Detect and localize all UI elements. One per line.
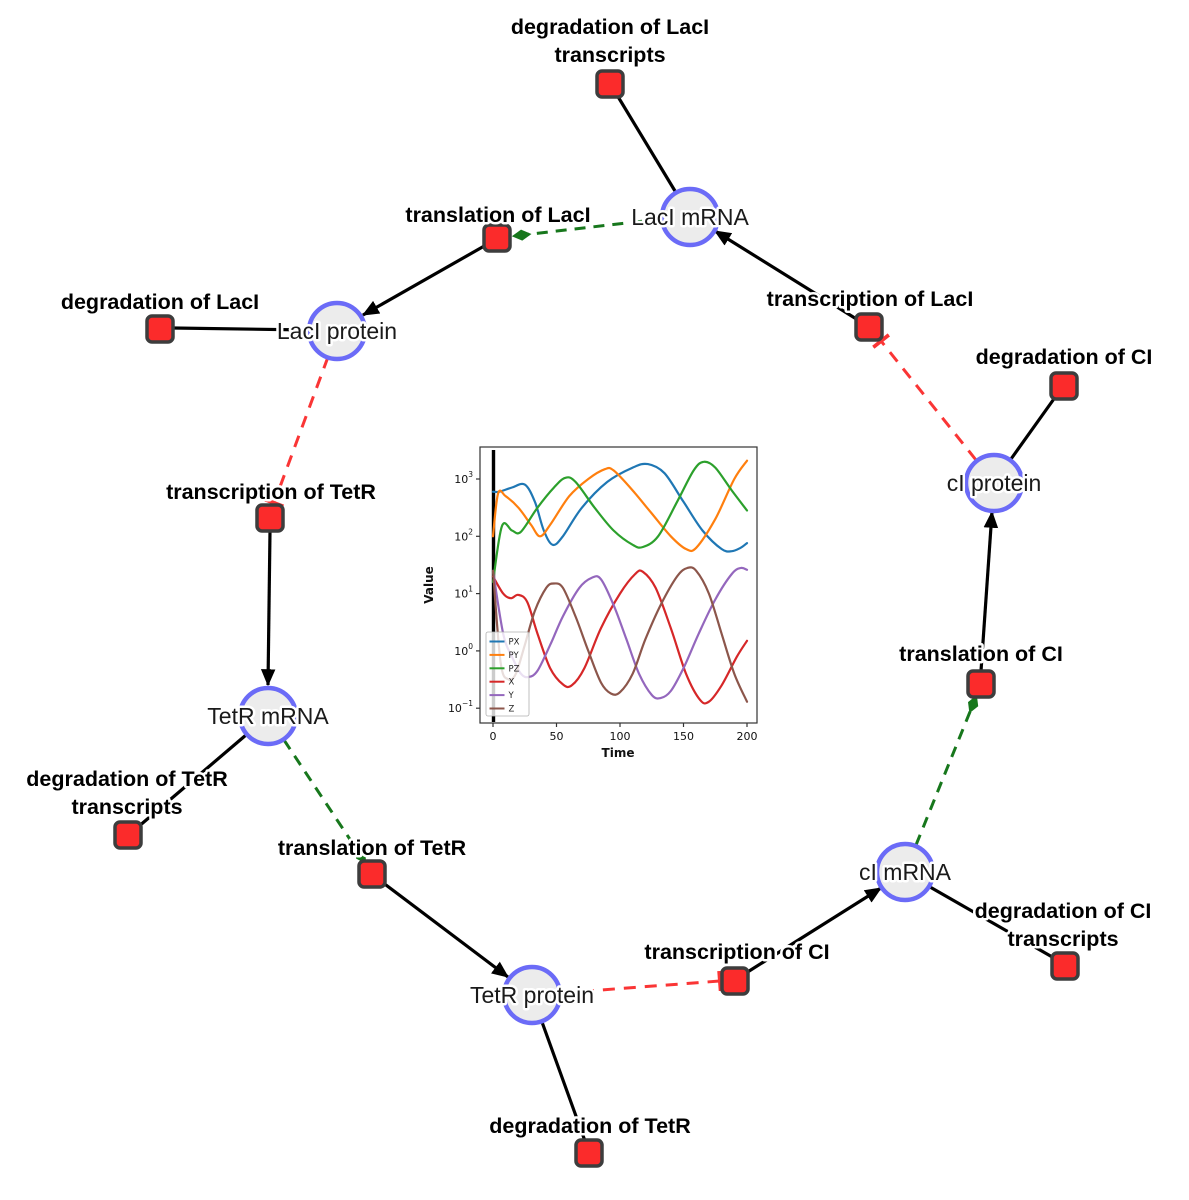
edges-layer [136, 94, 1058, 1142]
x-tick-label: 150 [673, 730, 694, 743]
legend-label-px: PX [509, 638, 520, 648]
series-x [491, 569, 749, 705]
x-tick-label: 200 [737, 730, 758, 743]
chart-ticks: 0 50 100 150 200 10−1 100 101 102 103 [448, 470, 758, 743]
reaction-node-transcription-ci[interactable] [720, 966, 750, 996]
edge-tetr-protein--deg-tetr [540, 1021, 587, 1142]
reaction-label-translation-ci: translation of CI [899, 642, 1063, 666]
reaction-node-transcription-laci[interactable] [854, 312, 884, 342]
edge-ci-mrna--translation-ci [914, 694, 979, 846]
series-pz [491, 460, 749, 583]
species-label-tetr-mrna: TetR mRNA [207, 703, 329, 729]
reaction-label-translation-tetr: translation of TetR [278, 836, 467, 860]
legend-label-y: Y [508, 691, 515, 701]
edge-transcription-laci--laci-mrna [713, 229, 859, 322]
edge-translation-ci--ci-protein [979, 510, 999, 672]
species-node-tetr-mrna[interactable] [237, 685, 299, 747]
edge-tetr-mrna--translation-tetr [282, 739, 367, 864]
legend-label-pz: PZ [509, 664, 520, 674]
reaction-node-deg-tetr[interactable] [574, 1138, 604, 1168]
species-node-laci-protein[interactable] [306, 300, 368, 362]
x-tick-label: 100 [610, 730, 631, 743]
edge-laci-mrna--translation-laci [511, 217, 662, 241]
edge-transcription-ci--ci-mrna [745, 886, 883, 975]
edge-translation-tetr--tetr-protein [381, 880, 509, 979]
y-tick-label: 10−1 [448, 699, 473, 715]
y-axis-label: Value [422, 566, 436, 604]
edge-ci-mrna--deg-ci-transcripts [929, 885, 1055, 960]
reaction-label-deg-tetr: degradation of TetR [489, 1114, 691, 1138]
reaction-label-deg-tetr-transcripts-line2: transcripts [71, 795, 182, 819]
reaction-label-transcription-laci: transcription of LacI [767, 287, 974, 311]
reaction-node-deg-ci-transcripts[interactable] [1050, 951, 1080, 981]
reaction-node-translation-laci[interactable] [482, 223, 512, 253]
chart-legend: PX PY PZ XYZ [485, 631, 530, 717]
legend-label-z: Z [509, 705, 515, 715]
legend-label-x: X [509, 678, 515, 688]
legend-box [485, 631, 530, 717]
edge-translation-laci--laci-protein [361, 243, 487, 317]
reaction-node-translation-tetr[interactable] [357, 859, 387, 889]
y-tick-label: 103 [454, 470, 473, 486]
series-z [491, 566, 749, 703]
edge-laci-protein--deg-laci [172, 326, 310, 332]
reaction-label-deg-ci-transcripts-line1: degradation of CI [975, 899, 1152, 923]
species-label-ci-protein: cI protein [947, 470, 1042, 496]
species-label-laci-mrna: LacI mRNA [631, 204, 749, 230]
edge-tetr-mrna--deg-tetr-transcripts [136, 733, 248, 829]
species-node-ci-mrna[interactable] [874, 841, 936, 903]
reaction-label-transcription-tetr: transcription of TetR [166, 480, 376, 504]
y-tick-label: 102 [454, 527, 473, 543]
species-label-tetr-protein: TetR protein [470, 982, 594, 1008]
y-tick-label: 101 [454, 585, 473, 601]
reaction-label-deg-tetr-transcripts-line1: degradation of TetR [26, 767, 228, 791]
edge-ci-protein--deg-ci [1009, 395, 1058, 460]
chart-curves [491, 459, 749, 705]
inset-timeseries-chart: 0 50 100 150 200 10−1 100 101 102 103 PX PY PZ XYZ T… [422, 446, 758, 760]
x-tick-label: 50 [550, 730, 564, 743]
series-y [491, 566, 749, 700]
x-axis-label: Time [602, 746, 635, 760]
series-py [491, 459, 749, 553]
species-node-ci-protein[interactable] [963, 452, 1025, 514]
nodes-layer [113, 69, 1080, 1168]
x-tick-label: 0 [490, 730, 497, 743]
series-px [491, 462, 749, 553]
legend-label-py: PY [509, 651, 520, 661]
reaction-node-transcription-tetr[interactable] [255, 503, 285, 533]
edge-ci-protein--transcription-laci [872, 333, 978, 461]
edge-laci-protein--transcription-tetr [263, 356, 330, 509]
reaction-label-deg-ci: degradation of CI [976, 345, 1153, 369]
labels-layer: degradation of LacI transcripts translatio… [24, 13, 1155, 1141]
reaction-node-translation-ci[interactable] [966, 669, 996, 699]
reaction-node-deg-laci[interactable] [145, 314, 175, 344]
edge-transcription-tetr--tetr-mrna [260, 530, 276, 687]
y-tick-label: 100 [454, 642, 473, 658]
species-node-laci-mrna[interactable] [659, 186, 721, 248]
reaction-label-deg-laci-transcripts-line1: degradation of LacI [511, 15, 709, 39]
reaction-node-deg-ci[interactable] [1049, 371, 1079, 401]
reaction-label-deg-laci: degradation of LacI [61, 290, 259, 314]
edge-tetr-protein--transcription-ci [560, 970, 723, 995]
reaction-label-translation-laci: translation of LacI [405, 203, 590, 227]
reaction-node-deg-tetr-transcripts[interactable] [113, 820, 143, 850]
reaction-label-deg-laci-transcripts-line2: transcripts [554, 43, 665, 67]
chart-frame [479, 446, 758, 724]
edge-laci-mrna--deg-laci-transcripts [615, 94, 677, 192]
reaction-label-deg-ci-transcripts-line2: transcripts [1007, 927, 1118, 951]
species-node-tetr-protein[interactable] [501, 964, 563, 1026]
reaction-label-transcription-ci: transcription of CI [644, 940, 829, 964]
reaction-node-deg-laci-transcripts[interactable] [595, 69, 625, 99]
species-label-ci-mrna: cI mRNA [859, 859, 952, 885]
species-label-laci-protein: LacI protein [277, 318, 397, 344]
